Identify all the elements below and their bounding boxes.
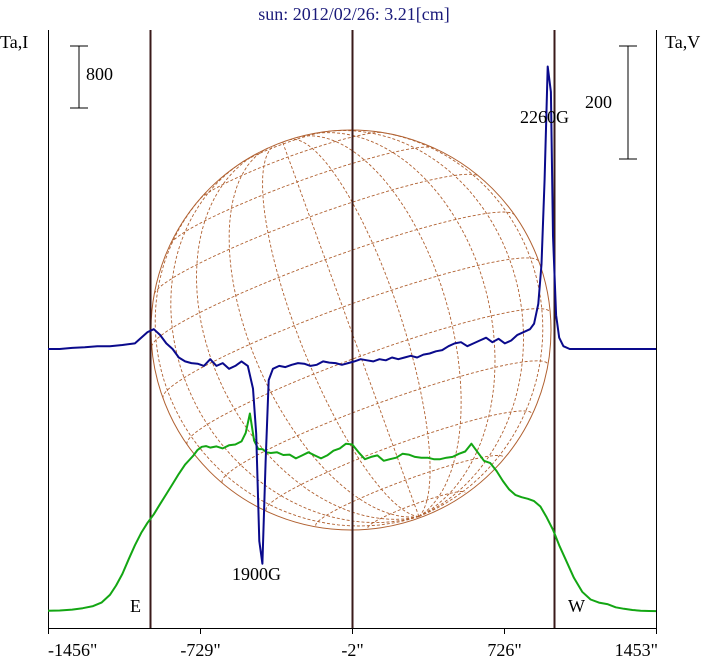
chart-title: sun: 2012/02/26: 3.21[cm]	[258, 4, 450, 24]
longitude-line	[326, 130, 524, 517]
limb-lines	[149, 30, 556, 628]
x-tick-label: -1456"	[48, 640, 97, 660]
scale-bar-left-label: 800	[86, 64, 113, 84]
east-limb-label: E	[130, 596, 141, 616]
latitude-line	[151, 211, 515, 347]
latitude-line	[315, 455, 505, 526]
series-line-v	[48, 65, 656, 565]
longitude-line	[262, 144, 419, 517]
scale-bar-left: 800	[70, 45, 113, 109]
x-ticks: -1456" -729" -2" 726" 1453"	[48, 628, 658, 660]
longitude-line	[154, 190, 420, 527]
longitude-line	[310, 132, 496, 517]
longitude-line	[290, 138, 431, 517]
longitude-line	[282, 141, 420, 517]
latitude-line	[162, 257, 540, 399]
x-tick-label: -2"	[341, 640, 363, 660]
west-limb-label: W	[568, 596, 585, 616]
longitude-line	[196, 153, 419, 520]
latitude-line	[154, 173, 479, 294]
annotation-2260g: 2260G	[520, 107, 569, 127]
longitude-line	[170, 161, 420, 523]
latitude-line	[200, 131, 382, 199]
longitude-line	[371, 130, 544, 517]
x-tick-label: 726"	[487, 640, 521, 660]
right-axis-label: Ta,V	[665, 32, 700, 52]
x-tick-label: 1453"	[615, 640, 658, 660]
solar-disk-grid	[150, 129, 552, 531]
left-axis-label: Ta,I	[0, 32, 28, 52]
latitude-line	[186, 308, 551, 445]
annotation-1900g: 1900G	[232, 564, 281, 584]
latitude-line	[265, 410, 533, 511]
x-tick-label: -729"	[180, 640, 220, 660]
scale-bar-right: 200	[585, 45, 637, 160]
series-line-i	[47, 412, 657, 613]
scale-bar-right-label: 200	[585, 92, 612, 112]
longitude-line	[228, 147, 419, 518]
longitude-line	[297, 135, 462, 517]
series-layer	[47, 65, 657, 613]
